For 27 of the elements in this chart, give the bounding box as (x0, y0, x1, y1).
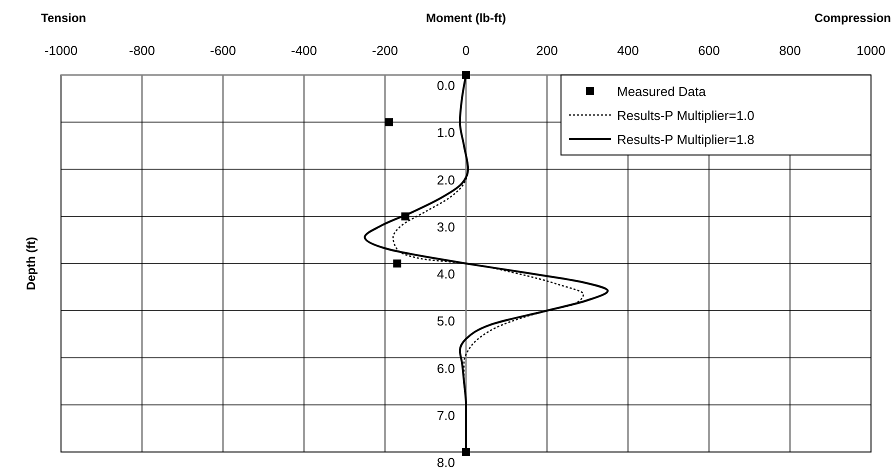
x-tick-label: 600 (698, 43, 720, 58)
x-tick-label: -400 (290, 43, 318, 58)
y-tick-label: 1.0 (436, 125, 455, 140)
y-tick-label: 7.0 (436, 408, 455, 423)
y-tick-label: 5.0 (436, 314, 455, 329)
text: Tension (41, 11, 86, 25)
x-tick-label: -800 (128, 43, 156, 58)
y-axis-title: Depth (ft) (24, 236, 38, 290)
x-tick-label: -1000 (44, 43, 78, 58)
x-tick-label: 800 (779, 43, 801, 58)
y-tick-label: 4.0 (436, 266, 455, 282)
legend-label: Measured Data (617, 84, 707, 99)
y-tick-label: 8.0 (436, 455, 455, 470)
x-tick-label: 1000 (856, 43, 886, 58)
y-tick-label: 6.0 (436, 360, 455, 376)
x-tick-label: 0 (462, 43, 470, 58)
x-axis-title: Moment (lb-ft) (426, 11, 506, 25)
legend-label: Results-P Multiplier=1.8 (617, 132, 754, 147)
text: Compression (814, 11, 891, 25)
y-tick-label: 2.0 (436, 172, 455, 188)
y-tick-label: 0.0 (436, 78, 455, 93)
legend-label: Results-P Multiplier=1.0 (617, 108, 754, 123)
x-tick-label: -600 (210, 43, 236, 58)
x-tick-label: -200 (372, 43, 398, 58)
x-tick-label: 200 (536, 43, 558, 58)
x-tick-label: 400 (617, 43, 639, 58)
y-tick-label: 3.0 (436, 219, 455, 234)
